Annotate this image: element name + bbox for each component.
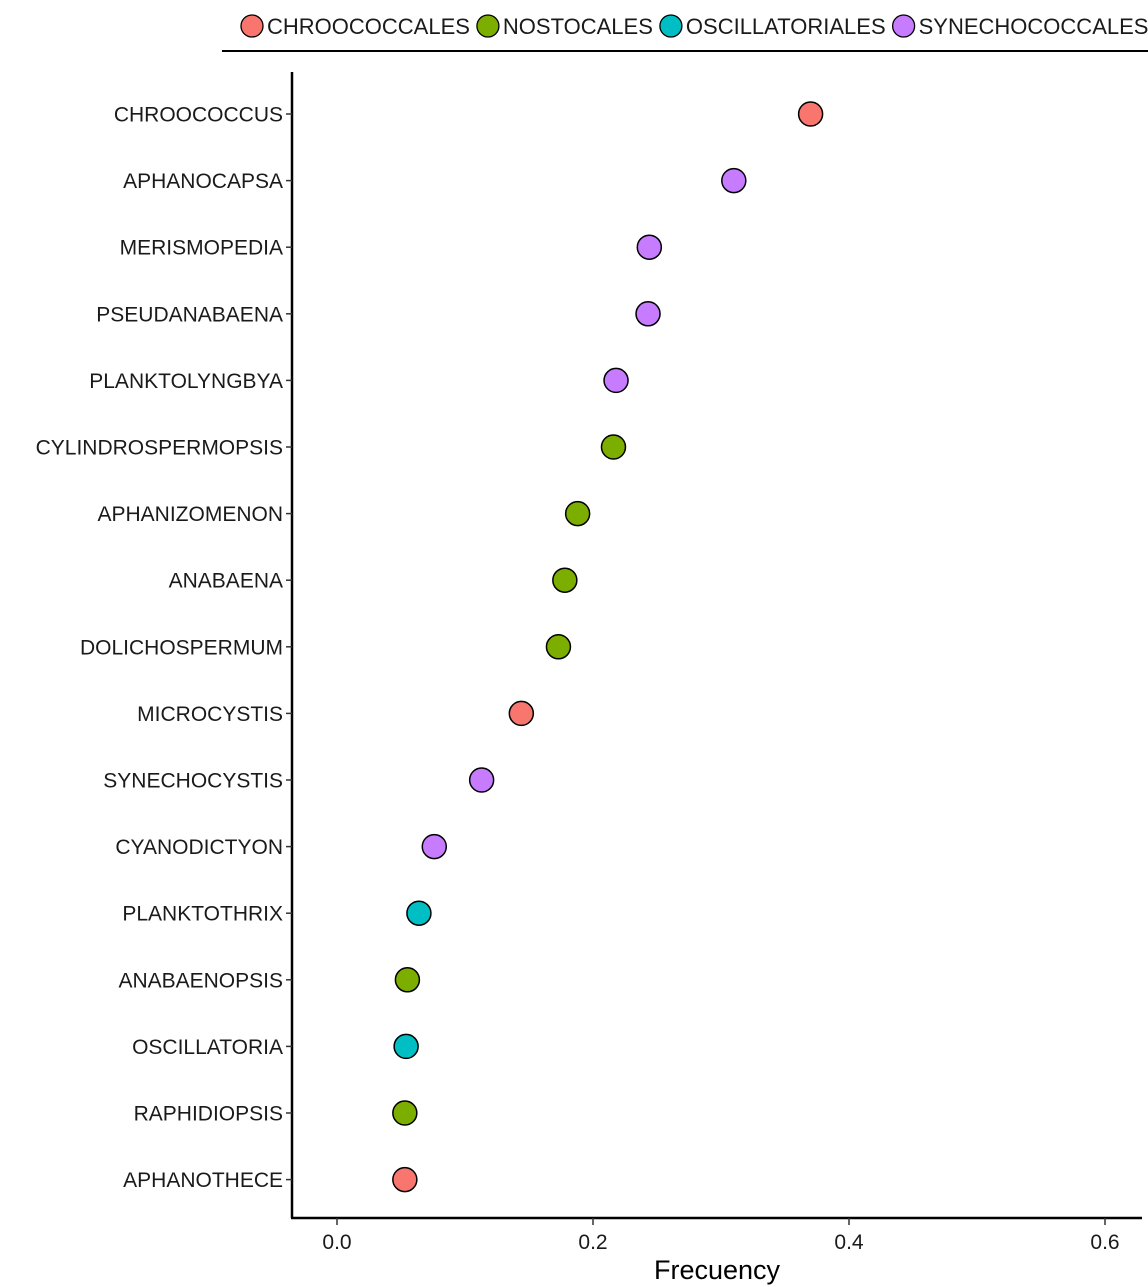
y-tick-label: CYLINDROSPERMOPSIS <box>36 437 283 460</box>
data-point-aphanizomenon <box>564 500 591 527</box>
x-tick-label: 0.6 <box>1090 1231 1119 1254</box>
data-point-cylindrospermopsis <box>600 434 627 460</box>
data-point-dolichospermum <box>545 634 572 660</box>
data-point-synechocystis <box>468 767 495 793</box>
data-point-pseudanabaena <box>635 301 661 327</box>
data-point-oscillatoria <box>393 1033 419 1060</box>
y-tick-label: OSCILLATORIA <box>132 1036 283 1059</box>
data-point-aphanocapsa <box>721 167 747 194</box>
data-point-anabaena <box>552 567 578 593</box>
y-tick-label: ANABAENOPSIS <box>118 969 283 992</box>
data-point-planktothrix <box>406 900 432 926</box>
data-point-cyanodictyon <box>421 833 448 860</box>
data-point-anabaenopsis <box>394 967 421 993</box>
data-points <box>392 101 824 1193</box>
legend: CHROOCOCCALES NOSTOCALES OSCILLATORIALES SY… <box>240 14 1148 39</box>
x-tick-label: 0.2 <box>578 1231 607 1254</box>
legend-key-synechococcales <box>891 14 916 38</box>
y-tick-label: RAPHIDIOPSIS <box>134 1103 283 1126</box>
y-tick-label: APHANOCAPSA <box>123 170 283 193</box>
x-tick-label: 0.4 <box>834 1231 864 1254</box>
y-tick-label: SYNECHOCYSTIS <box>103 770 283 793</box>
y-tick-label: PLANKTOTHRIX <box>122 903 283 926</box>
legend-key-chroococcales <box>240 14 264 38</box>
data-point-raphidiopsis <box>392 1100 418 1126</box>
data-point-merismopedia <box>636 234 663 260</box>
x-tick-label: 0.0 <box>322 1231 351 1254</box>
y-tick-label: PSEUDANABAENA <box>96 303 283 326</box>
y-tick-label: APHANOTHECE <box>123 1169 283 1192</box>
legend-label-chroococcales: CHROOCOCCALES <box>267 14 470 39</box>
x-axis: 0.0 0.2 0.4 0.6 <box>291 1216 1142 1254</box>
x-axis-title: Frecuency <box>654 1255 781 1285</box>
data-point-aphanothece <box>392 1166 418 1193</box>
y-tick-label: MERISMOPEDIA <box>120 237 283 260</box>
y-tick-label: ANABAENA <box>169 570 283 593</box>
y-tick-label: DOLICHOSPERMUM <box>80 636 283 659</box>
data-point-microcystis <box>508 700 535 727</box>
y-tick-label: MICROCYSTIS <box>137 703 283 726</box>
legend-label-synechococcales: SYNECHOCOCCALES <box>919 14 1148 39</box>
data-point-chroococcus <box>797 101 824 127</box>
legend-label-nostocales: NOSTOCALES <box>503 14 653 39</box>
y-tick-label: CYANODICTYON <box>115 836 283 859</box>
y-tick-label: APHANIZOMENON <box>97 503 283 526</box>
legend-label-oscillatoriales: OSCILLATORIALES <box>686 14 886 39</box>
y-tick-label: CHROOCOCCUS <box>114 104 283 127</box>
y-tick-label: PLANKTOLYNGBYA <box>89 370 283 393</box>
y-axis: CHROOCOCCUS APHANOCAPSA MERISMOPEDIA PSEUDA… <box>36 72 294 1218</box>
legend-key-oscillatoriales <box>659 14 683 38</box>
legend-key-nostocales <box>476 14 500 38</box>
data-point-planktolyngbya <box>603 367 629 394</box>
